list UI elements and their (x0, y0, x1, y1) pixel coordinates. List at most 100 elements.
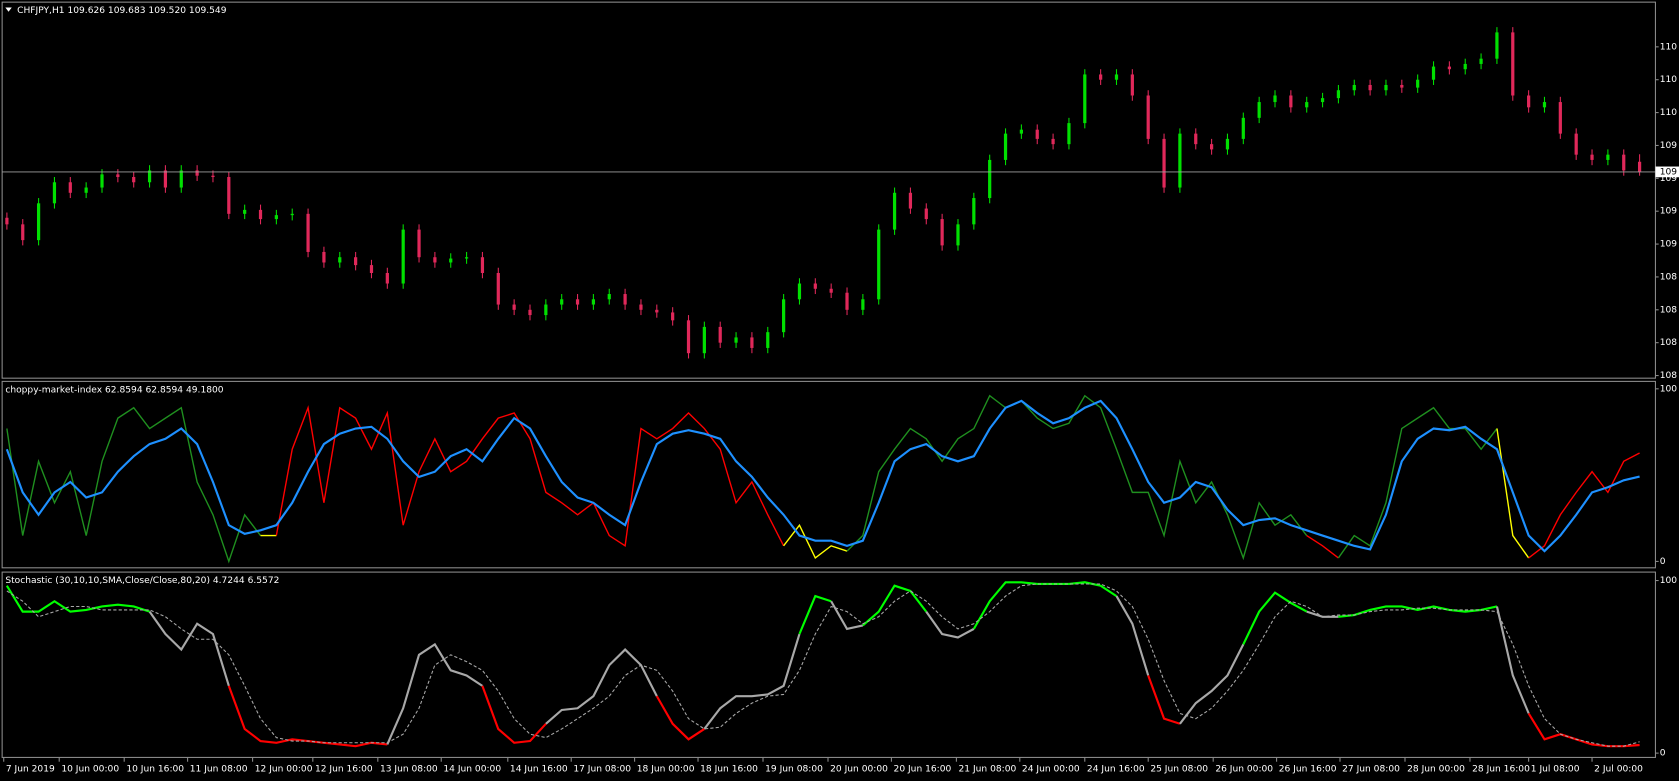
candle-body (813, 283, 817, 289)
candle-body (449, 258, 453, 263)
x-tick-label: 11 Jun 08:00 (190, 765, 248, 775)
y-tick-label: 109 (1660, 174, 1678, 184)
indicator-line (830, 600, 864, 631)
candle-body (258, 209, 263, 220)
y-tick-label: 109 (1660, 240, 1678, 250)
candle-body (306, 213, 310, 252)
candle-body (1495, 32, 1499, 59)
indicator-line (1338, 605, 1498, 618)
indicator-line (1179, 643, 1245, 725)
panel-title: choppy-market-index 62.8594 62.8594 49.1… (5, 385, 223, 395)
y-tick-label: 0 (1660, 749, 1666, 759)
candle-body (52, 182, 57, 204)
y-tick-label: 100 (1660, 576, 1678, 586)
candle-body (1511, 32, 1515, 96)
candle-body (1606, 154, 1610, 160)
candle-body (988, 159, 992, 199)
candle-body (68, 182, 72, 193)
candle-body (5, 217, 9, 225)
indicator-line (846, 394, 1308, 561)
candle-body (195, 170, 199, 176)
candle-body (607, 294, 611, 300)
candle-body (1622, 154, 1626, 171)
candle-body (766, 332, 770, 348)
candle-body (924, 208, 928, 220)
candle-body (1305, 102, 1309, 108)
candle-body (84, 187, 88, 193)
candle-body (671, 312, 675, 321)
indicator-line (1306, 534, 1339, 559)
x-tick-label: 25 Jun 08:00 (1150, 765, 1208, 775)
candle-body (797, 283, 802, 300)
candle-body (1114, 74, 1119, 80)
candle-body (1178, 133, 1182, 188)
candle-body (877, 229, 881, 300)
x-tick-label: 28 Jun 00:00 (1407, 765, 1465, 775)
candle-body (908, 192, 913, 209)
candle-body (1209, 144, 1214, 150)
x-tick-label: 19 Jun 08:00 (765, 765, 823, 775)
candle-body (290, 213, 294, 216)
candle-body (575, 299, 580, 305)
y-tick-label: 110 (1660, 108, 1678, 118)
candle-body (1067, 123, 1071, 145)
y-tick-label: 108 (1660, 272, 1678, 282)
indicator-line (862, 584, 928, 627)
candle-body (338, 257, 342, 263)
indicator-line (5, 399, 1640, 553)
candle-body (464, 257, 469, 259)
x-tick-label: 24 Jun 00:00 (1022, 765, 1080, 775)
indicator-line (1242, 591, 1308, 645)
x-tick-label: 14 Jun 16:00 (510, 765, 568, 775)
candle-body (1336, 90, 1341, 99)
indicator-line (6, 583, 1640, 747)
y-tick-label: 110 (1660, 75, 1678, 85)
candle-body (132, 177, 136, 183)
indicator-line (545, 648, 658, 725)
candle-body (1527, 95, 1531, 108)
candle-body (147, 170, 152, 183)
candle-body (560, 299, 564, 305)
y-tick-label: 109 (1660, 141, 1678, 151)
candle-body (1019, 129, 1023, 134)
candle-body (36, 203, 41, 241)
panel-title: Stochastic (30,10,10,SMA,Close/Close,80,… (5, 576, 279, 586)
candle-body (829, 288, 833, 293)
candle-body (1384, 84, 1388, 91)
indicator-line (1147, 675, 1181, 725)
indicator-line (703, 633, 801, 730)
menu-arrow[interactable] (5, 7, 12, 12)
x-tick-label: 24 Jun 16:00 (1087, 765, 1145, 775)
candle-body (401, 229, 405, 284)
x-tick-label: 10 Jun 16:00 (126, 765, 184, 775)
candle-body (1574, 133, 1578, 155)
indicator-line (148, 611, 230, 687)
candle-body (639, 304, 643, 310)
candle-body (1099, 74, 1103, 80)
candle-body (972, 198, 976, 225)
candle-body (116, 174, 120, 178)
candle-body (1637, 161, 1642, 172)
bid-label: 109 (1660, 167, 1678, 177)
candle-body (433, 257, 437, 263)
x-tick-label: 14 Jun 00:00 (443, 765, 501, 775)
x-tick-label: 20 Jun 16:00 (894, 765, 952, 775)
candle-body (1479, 58, 1483, 64)
indicator-line (386, 642, 483, 745)
candle-body (1051, 138, 1055, 145)
x-tick-label: 26 Jun 00:00 (1215, 765, 1273, 775)
candle-body (1241, 117, 1245, 139)
indicator-line (655, 695, 705, 741)
x-tick-label: 18 Jun 16:00 (700, 765, 758, 775)
candle-body (544, 304, 548, 316)
candle-body (1400, 84, 1404, 88)
y-tick-label: 110 (1660, 42, 1678, 52)
candle-body (211, 175, 215, 178)
indicator-line (1495, 606, 1530, 714)
candle-body (243, 209, 247, 214)
x-tick-label: 12 Jun 16:00 (315, 765, 373, 775)
x-tick-label: 20 Jun 00:00 (830, 765, 888, 775)
indicator-line (6, 406, 262, 564)
indicator-line (1337, 406, 1498, 559)
